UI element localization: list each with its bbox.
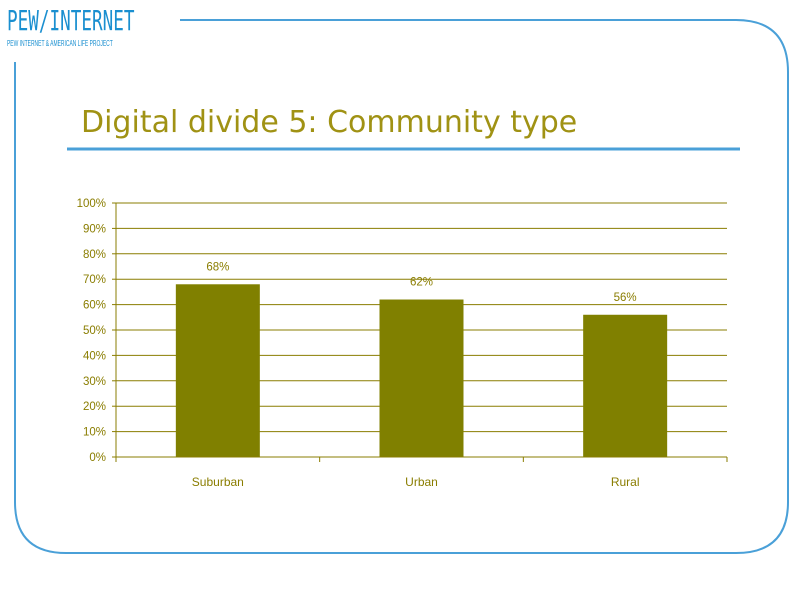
y-tick-label: 10% [83,427,106,439]
y-tick-label: 100% [77,198,106,210]
slide-title: Digital divide 5: Community type [81,105,578,140]
y-tick-label: 90% [83,223,106,235]
x-tick-label: Rural [611,475,640,489]
y-tick-label: 80% [83,249,106,261]
pew-internet-logo: PEW/INTERNET PEW INTERNET & AMERICAN LIF… [7,4,209,49]
bar [175,284,260,457]
bar [583,314,668,457]
y-tick-label: 40% [83,350,106,362]
y-tick-label: 50% [83,325,106,337]
y-tick-label: 30% [83,376,106,388]
frame-border [14,19,789,554]
y-tick-label: 0% [89,452,106,464]
x-tick-label: Urban [405,475,438,489]
data-label: 56% [614,292,637,304]
data-label: 68% [206,261,229,273]
logo-sub-text: PEW INTERNET & AMERICAN LIFE PROJECT [7,39,113,48]
bar [379,299,464,457]
y-tick-label: 70% [83,274,106,286]
y-tick-label: 60% [83,300,106,312]
data-label: 62% [410,277,433,289]
logo-main-text: PEW/INTERNET [7,4,135,37]
y-tick-label: 20% [83,401,106,413]
x-tick-label: Suburban [192,475,244,489]
